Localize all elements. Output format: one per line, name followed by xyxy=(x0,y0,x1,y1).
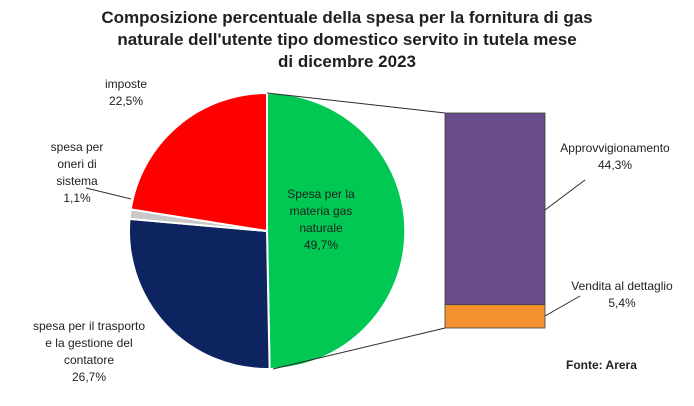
chart-title-line-1: Composizione percentuale della spesa per… xyxy=(101,8,593,27)
slice-label-imposte-line-1: imposte xyxy=(104,77,148,91)
source-note: Fonte: Arera xyxy=(566,358,637,372)
connector-line-bottom xyxy=(272,327,446,370)
chart-title-line-2: naturale dell'utente tipo domestico serv… xyxy=(117,30,577,49)
bar-label-vendita-name: Vendita al dettaglio xyxy=(571,279,673,293)
slice-label-trasporto: spesa per il trasporto e la gestione del… xyxy=(0,318,178,386)
slice-label-oneri: spesa per oneri di sistema 1,1% xyxy=(22,139,132,207)
connector-line-top xyxy=(266,92,446,114)
slice-label-materia: Spesa per la materia gas naturale 49,7% xyxy=(262,186,380,254)
slice-value-imposte: 22,5% xyxy=(108,94,144,108)
leader-line-vendita xyxy=(544,295,581,317)
bar-segment-approvvigionamento xyxy=(444,112,546,306)
slice-label-materia-line-1: Spesa per la xyxy=(287,187,355,201)
slice-label-trasporto-line-1: spesa per il trasporto xyxy=(32,319,146,333)
pie-slice-materia xyxy=(266,91,407,370)
leader-line-oneri xyxy=(85,187,132,200)
bar-value-vendita: 5,4% xyxy=(608,296,636,310)
slice-value-materia: 49,7% xyxy=(303,238,339,252)
chart-title-line-3: di dicembre 2023 xyxy=(278,52,416,71)
bar-segment-vendita xyxy=(444,304,546,329)
slice-label-trasporto-line-3: contatore xyxy=(63,353,115,367)
slice-label-oneri-line-3: sistema xyxy=(56,174,98,188)
slice-label-materia-line-2: materia gas xyxy=(289,204,353,218)
bar-value-approvvigionamento: 44,3% xyxy=(597,158,633,172)
slice-value-trasporto: 26,7% xyxy=(71,370,107,384)
slice-label-imposte: imposte 22,5% xyxy=(76,76,176,110)
slice-label-oneri-line-2: oneri di xyxy=(57,157,97,171)
pie-slice-trasporto xyxy=(128,217,271,370)
bar-label-vendita: Vendita al dettaglio 5,4% xyxy=(550,278,694,312)
bar-label-approvvigionamento-name: Approvvigionamento xyxy=(560,141,670,155)
slice-label-oneri-line-1: spesa per xyxy=(50,140,104,154)
pie-slice-imposte xyxy=(129,92,268,232)
slice-label-materia-line-3: naturale xyxy=(299,221,343,235)
bar-label-approvvigionamento: Approvvigionamento 44,3% xyxy=(536,140,694,174)
slice-value-oneri: 1,1% xyxy=(63,191,91,205)
leader-line-approvvigionamento xyxy=(544,179,586,211)
slice-label-trasporto-line-2: e la gestione del xyxy=(45,336,133,350)
